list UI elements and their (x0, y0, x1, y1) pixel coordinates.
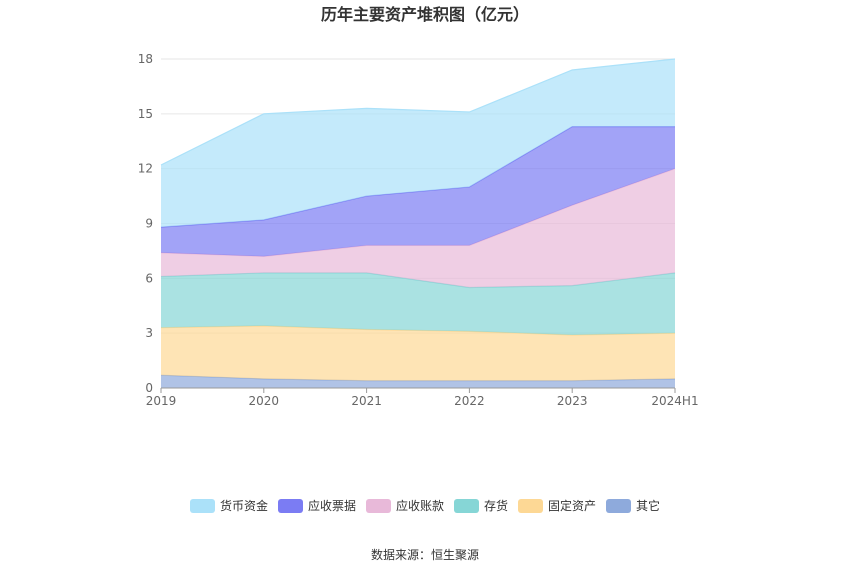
source-note: 数据来源：恒生聚源 (371, 547, 479, 562)
x-tick-label: 2019 (146, 394, 177, 408)
y-tick-label: 18 (138, 52, 153, 66)
legend-label-存货: 存货 (484, 498, 508, 513)
chart-title: 历年主要资产堆积图（亿元） (321, 5, 529, 24)
legend-swatch-其它 (606, 499, 631, 513)
legend: 货币资金 应收票据 应收账款 存货 固定资产 其它 (190, 498, 660, 513)
axes: 0 3 6 9 12 15 18 2019 2020 2021 2022 2023 2024H1 (138, 52, 699, 408)
x-tick-label: 2023 (557, 394, 588, 408)
area-固定资产 (161, 325, 675, 381)
x-tick-label: 2021 (351, 394, 382, 408)
legend-label-货币资金: 货币资金 (220, 498, 268, 513)
x-tick-label: 2024H1 (651, 394, 698, 408)
legend-swatch-固定资产 (518, 499, 543, 513)
legend-label-应收账款: 应收账款 (396, 498, 444, 513)
y-tick-label: 6 (145, 271, 153, 285)
y-tick-label: 12 (138, 162, 153, 176)
legend-swatch-应收票据 (278, 499, 303, 513)
legend-label-其它: 其它 (636, 498, 660, 513)
y-tick-label: 9 (145, 217, 153, 231)
area-其它 (161, 375, 675, 388)
y-tick-label: 0 (145, 381, 153, 395)
series-areas (160, 58, 676, 388)
y-tick-label: 3 (145, 326, 153, 340)
legend-label-应收票据: 应收票据 (308, 498, 356, 513)
x-tick-label: 2020 (249, 394, 280, 408)
legend-swatch-存货 (454, 499, 479, 513)
legend-swatch-货币资金 (190, 499, 215, 513)
legend-swatch-应收账款 (366, 499, 391, 513)
area-货币资金 (161, 59, 675, 228)
legend-label-固定资产: 固定资产 (548, 498, 596, 513)
y-tick-label: 15 (138, 107, 153, 121)
x-tick-label: 2022 (454, 394, 485, 408)
area-应收账款 (161, 168, 675, 288)
area-edge-货币资金 (160, 58, 676, 166)
area-存货 (161, 272, 675, 335)
